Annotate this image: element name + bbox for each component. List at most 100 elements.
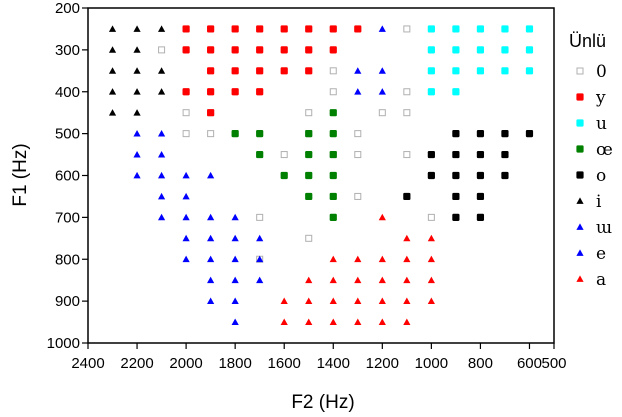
data-point	[329, 25, 337, 33]
legend-label: y	[595, 88, 606, 108]
data-point	[403, 276, 411, 284]
data-point	[305, 318, 313, 325]
series-4	[403, 130, 534, 221]
data-point	[452, 150, 460, 159]
legend-marker	[576, 93, 584, 101]
series-2	[427, 25, 534, 96]
data-point	[403, 151, 411, 159]
legend-label: e	[596, 244, 606, 264]
y-tick-label: 900	[55, 293, 80, 310]
data-point	[476, 213, 485, 221]
legend-marker	[576, 145, 584, 153]
data-point	[157, 192, 166, 200]
legend-title: Ünlü	[569, 31, 606, 51]
y-tick-label: 600	[55, 168, 80, 185]
data-point	[305, 171, 313, 180]
data-point	[305, 67, 313, 75]
data-point	[329, 150, 337, 159]
data-point	[354, 318, 362, 325]
legend-marker	[576, 275, 584, 282]
data-point	[329, 88, 337, 96]
data-point	[231, 297, 239, 305]
data-point	[305, 276, 313, 284]
x-tick-label: 600	[517, 355, 542, 372]
data-point	[133, 150, 141, 158]
y-tick-label: 800	[55, 251, 80, 268]
series-6	[354, 25, 386, 95]
data-point	[501, 25, 509, 33]
data-point	[354, 151, 362, 159]
data-point	[108, 46, 117, 53]
data-point	[207, 213, 215, 221]
data-point	[231, 46, 239, 54]
data-point	[182, 46, 190, 54]
data-point	[427, 213, 435, 221]
data-point	[133, 130, 141, 137]
data-point	[207, 25, 215, 33]
data-point	[207, 171, 215, 179]
data-point	[133, 46, 141, 53]
data-point	[305, 130, 313, 138]
data-point	[354, 192, 362, 200]
data-point	[354, 297, 362, 305]
data-point	[182, 25, 190, 33]
legend-marker	[576, 171, 584, 179]
data-point	[231, 255, 239, 263]
data-point	[427, 46, 435, 54]
data-point	[501, 171, 509, 180]
data-point	[280, 151, 288, 159]
data-point	[305, 25, 313, 33]
x-tick-label: 1600	[268, 355, 301, 372]
data-point	[305, 46, 313, 54]
data-point	[476, 150, 485, 159]
data-point	[329, 171, 337, 180]
legend-label: i	[596, 192, 602, 212]
x-tick-label: 2200	[120, 355, 153, 372]
legend-marker	[576, 67, 584, 75]
data-point	[354, 88, 362, 95]
data-point	[207, 46, 215, 54]
data-point	[182, 88, 190, 96]
series-8	[280, 213, 435, 325]
data-point	[452, 192, 460, 201]
data-point	[207, 297, 215, 305]
data-point	[378, 88, 386, 95]
data-point	[525, 25, 534, 33]
data-point	[452, 171, 460, 180]
x-tick-label: 2400	[71, 355, 104, 372]
data-point	[182, 213, 190, 221]
data-point	[427, 150, 435, 159]
data-point	[354, 67, 362, 74]
data-point	[452, 213, 460, 221]
data-point	[476, 192, 485, 201]
data-point	[280, 171, 288, 180]
data-point	[231, 234, 239, 242]
legend-marker	[576, 223, 584, 230]
data-point	[133, 109, 141, 116]
data-point	[305, 150, 313, 159]
data-point	[157, 88, 166, 95]
data-point	[157, 150, 166, 158]
y-tick-label: 1000	[47, 335, 80, 352]
data-point	[427, 276, 435, 284]
data-point	[452, 88, 460, 96]
data-point	[427, 234, 435, 242]
data-point	[157, 67, 166, 74]
data-point	[207, 130, 215, 138]
data-point	[501, 150, 509, 159]
data-point	[329, 46, 337, 54]
data-point	[305, 234, 313, 242]
data-point	[231, 67, 239, 75]
data-point	[133, 171, 141, 179]
x-tick-label: 1000	[415, 355, 448, 372]
series-5	[108, 25, 166, 116]
x-tick-label: 500	[541, 355, 566, 372]
data-point	[256, 255, 264, 263]
data-point	[256, 276, 264, 284]
legend-label: œ	[596, 140, 613, 160]
y-tick-label: 400	[55, 84, 80, 101]
legend-label: a	[596, 270, 606, 290]
y-tick-label: 200	[55, 0, 80, 17]
data-point	[329, 213, 337, 221]
